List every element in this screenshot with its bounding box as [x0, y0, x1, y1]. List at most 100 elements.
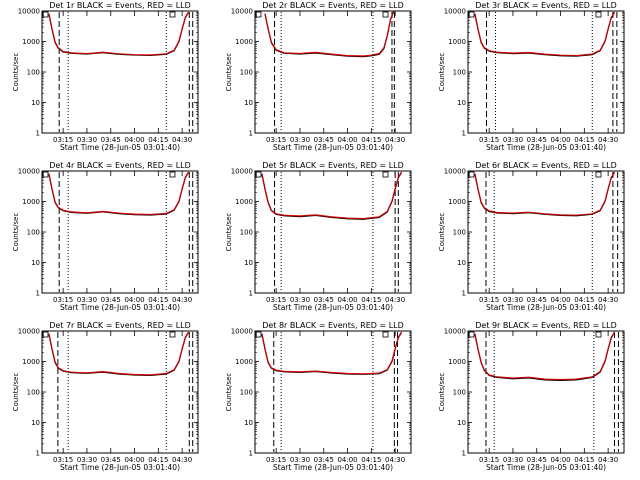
- corner-box-marker: [169, 331, 176, 338]
- corner-box-marker: [595, 171, 602, 178]
- events-series-line: [474, 172, 616, 217]
- lld-series-line: [261, 171, 403, 220]
- y-tick-label: 10: [31, 99, 40, 107]
- x-tick-label: 04:30: [172, 456, 192, 464]
- y-tick-label: 1: [249, 290, 253, 298]
- x-tick-label: 04:00: [124, 136, 144, 144]
- y-axis-label: Counts/sec: [225, 373, 233, 412]
- y-tick-label: 10: [244, 419, 253, 427]
- chart-panel-6: Det 6r BLACK = Events, RED = LLD 1 10 100 10…: [438, 161, 625, 312]
- y-tick-label: 1000: [448, 358, 466, 366]
- chart-panel-5: Det 5r BLACK = Events, RED = LLD 1 10 100 10…: [225, 161, 412, 312]
- y-tick-label: 1: [462, 290, 466, 298]
- x-tick-label: 04:15: [148, 136, 168, 144]
- x-tick-label: 04:00: [124, 456, 144, 464]
- chart-title: Det 7r BLACK = Events, RED = LLD: [49, 321, 191, 330]
- y-axis-label: Counts/sec: [12, 373, 20, 412]
- corner-box-marker: [255, 11, 262, 18]
- x-axis-label: Start Time (28-Jun-05 03:01:40): [486, 463, 606, 472]
- corner-box-marker: [42, 11, 49, 18]
- x-tick-label: 03:45: [314, 456, 334, 464]
- chart-title: Det 3r BLACK = Events, RED = LLD: [475, 1, 617, 10]
- y-tick-label: 1000: [235, 198, 253, 206]
- x-axis-label: Start Time (28-Jun-05 03:01:40): [486, 143, 606, 152]
- x-tick-label: 03:45: [527, 136, 547, 144]
- x-tick-label: 04:30: [385, 136, 405, 144]
- y-tick-label: 1000: [448, 198, 466, 206]
- y-tick-label: 1: [249, 450, 253, 458]
- chart-panel-7: Det 7r BLACK = Events, RED = LLD 1 10 100 10…: [12, 321, 199, 472]
- plot-frame: [41, 330, 199, 454]
- y-axis-label: Counts/sec: [225, 53, 233, 92]
- x-tick-label: 03:45: [527, 456, 547, 464]
- x-tick-label: 03:30: [77, 136, 97, 144]
- plot-frame: [254, 10, 412, 134]
- x-tick-label: 03:45: [527, 296, 547, 304]
- y-tick-label: 10000: [18, 168, 40, 176]
- lld-series-line: [474, 171, 616, 216]
- chart-panel-3: Det 3r BLACK = Events, RED = LLD 1 10 100 10…: [438, 1, 625, 152]
- x-axis-label: Start Time (28-Jun-05 03:01:40): [60, 303, 180, 312]
- y-tick-label: 1000: [235, 38, 253, 46]
- y-tick-label: 10000: [18, 8, 40, 16]
- events-series-line: [48, 332, 190, 377]
- chart-title: Det 5r BLACK = Events, RED = LLD: [262, 161, 404, 170]
- x-tick-label: 04:30: [598, 136, 618, 144]
- corner-box-marker: [42, 331, 49, 338]
- x-tick-label: 04:15: [361, 296, 381, 304]
- corner-box-marker: [382, 331, 389, 338]
- y-tick-label: 1: [462, 450, 466, 458]
- plot-frame: [254, 330, 412, 454]
- x-axis-label: Start Time (28-Jun-05 03:01:40): [273, 463, 393, 472]
- y-tick-label: 1: [36, 450, 40, 458]
- x-tick-label: 03:15: [266, 456, 286, 464]
- x-tick-label: 04:00: [550, 136, 570, 144]
- chart-panel-9: Det 9r BLACK = Events, RED = LLD 1 10 100 10…: [438, 321, 625, 472]
- x-tick-label: 04:00: [337, 296, 357, 304]
- plot-frame: [254, 170, 412, 294]
- x-tick-label: 04:00: [550, 456, 570, 464]
- y-tick-label: 1000: [235, 358, 253, 366]
- x-tick-label: 03:30: [503, 296, 523, 304]
- plot-frame: [41, 10, 199, 134]
- y-tick-label: 10000: [231, 168, 253, 176]
- y-axis-label: Counts/sec: [438, 53, 446, 92]
- x-axis-label: Start Time (28-Jun-05 03:01:40): [273, 143, 393, 152]
- y-tick-label: 1000: [22, 198, 40, 206]
- corner-box-marker: [468, 331, 475, 338]
- corner-box-marker: [382, 171, 389, 178]
- x-tick-label: 03:30: [290, 456, 310, 464]
- y-tick-label: 1: [249, 130, 253, 138]
- x-tick-label: 03:15: [479, 136, 499, 144]
- y-tick-label: 10000: [231, 8, 253, 16]
- x-tick-label: 04:15: [148, 296, 168, 304]
- corner-box-marker: [255, 331, 262, 338]
- x-axis-label: Start Time (28-Jun-05 03:01:40): [486, 303, 606, 312]
- y-tick-label: 100: [240, 69, 253, 77]
- y-tick-label: 1: [36, 290, 40, 298]
- y-axis-label: Counts/sec: [225, 213, 233, 252]
- lld-series-line: [48, 331, 190, 376]
- chart-title: Det 8r BLACK = Events, RED = LLD: [262, 321, 404, 330]
- y-tick-label: 100: [27, 69, 40, 77]
- y-tick-label: 10: [457, 259, 466, 267]
- x-tick-label: 03:30: [77, 456, 97, 464]
- y-tick-label: 1: [36, 130, 40, 138]
- x-axis-label: Start Time (28-Jun-05 03:01:40): [273, 303, 393, 312]
- y-tick-label: 10000: [18, 328, 40, 336]
- y-tick-label: 1000: [448, 38, 466, 46]
- chart-panel-2: Det 2r BLACK = Events, RED = LLD 1 10 100 10…: [225, 1, 412, 152]
- x-tick-label: 04:30: [172, 296, 192, 304]
- chart-panel-4: Det 4r BLACK = Events, RED = LLD 1 10 100 10…: [12, 161, 199, 312]
- y-tick-label: 10: [244, 259, 253, 267]
- x-axis-label: Start Time (28-Jun-05 03:01:40): [60, 463, 180, 472]
- y-tick-label: 100: [453, 229, 466, 237]
- corner-box-marker: [595, 331, 602, 338]
- y-axis-label: Counts/sec: [438, 373, 446, 412]
- y-axis-label: Counts/sec: [12, 213, 20, 252]
- y-tick-label: 10: [457, 99, 466, 107]
- x-tick-label: 04:15: [574, 456, 594, 464]
- chart-title: Det 6r BLACK = Events, RED = LLD: [475, 161, 617, 170]
- y-tick-label: 100: [240, 389, 253, 397]
- plot-frame: [41, 170, 199, 294]
